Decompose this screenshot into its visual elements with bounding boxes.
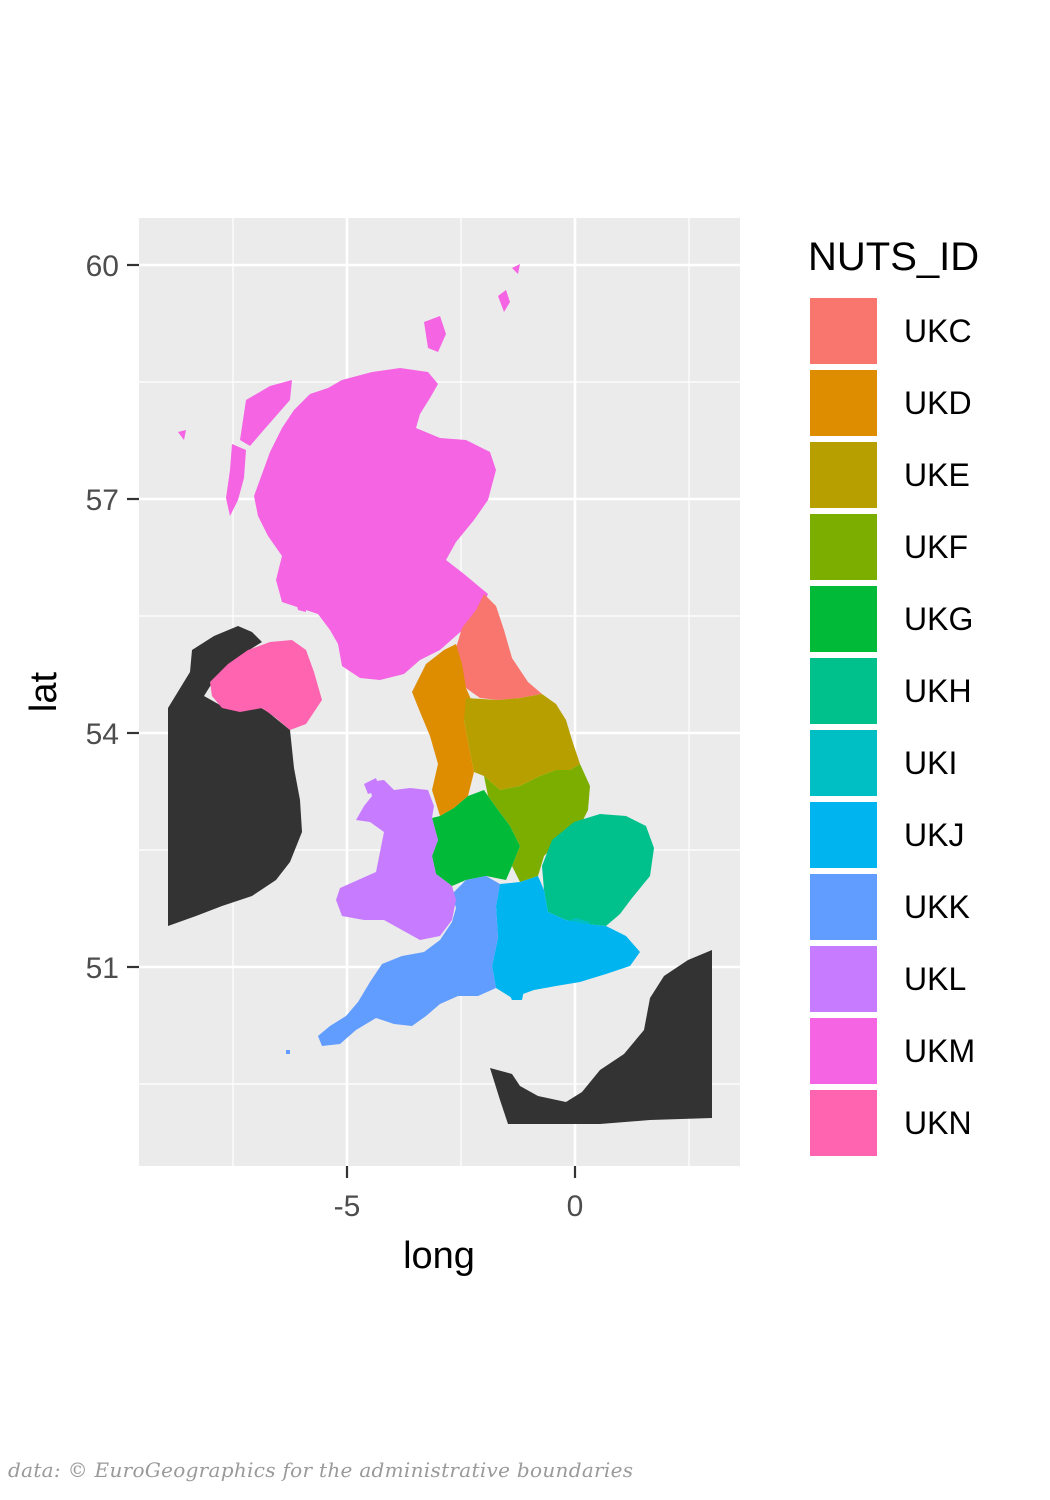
legend-label-UKE: UKE xyxy=(904,457,970,493)
y-tick-label-51: 51 xyxy=(86,952,119,985)
legend-key-UKD xyxy=(810,370,877,436)
legend-label-UKL: UKL xyxy=(904,961,966,997)
legend-key-UKJ xyxy=(810,802,877,868)
legend-label-UKI: UKI xyxy=(904,745,957,781)
legend-key-UKC xyxy=(810,298,877,364)
legend-key-UKN xyxy=(810,1090,877,1156)
region-UKK xyxy=(318,876,500,1046)
legend-label-UKJ: UKJ xyxy=(904,817,964,853)
legend-label-UKG: UKG xyxy=(904,601,973,637)
x-tick-label-0: 0 xyxy=(567,1190,584,1223)
region-UKF xyxy=(484,764,590,882)
legend-label-UKN: UKN xyxy=(904,1105,972,1141)
legend-key-UKI xyxy=(810,730,877,796)
region-UKD xyxy=(412,644,474,816)
x-tick-label-neg5: -5 xyxy=(334,1190,361,1223)
y-tick-label-57: 57 xyxy=(86,484,119,517)
legend-label-UKK: UKK xyxy=(904,889,970,925)
region-ireland xyxy=(168,626,302,926)
legend-label-UKM: UKM xyxy=(904,1033,975,1069)
region-UKH xyxy=(542,814,654,926)
region-UKM-hebrides xyxy=(226,444,246,516)
axis-ticks xyxy=(127,263,577,1178)
x-axis-title: long xyxy=(403,1235,475,1277)
legend-label-UKD: UKD xyxy=(904,385,972,421)
legend: UKC UKD UKE UKF UKG UKH UKI UKJ UKK UKL UKM UKN xyxy=(810,298,975,1156)
y-tick-label-54: 54 xyxy=(86,718,119,751)
legend-key-UKL xyxy=(810,946,877,1012)
region-UKM-skye xyxy=(240,380,292,446)
legend-key-UKH xyxy=(810,658,877,724)
legend-key-UKM xyxy=(810,1018,877,1084)
region-UKM-orkney xyxy=(424,316,446,352)
legend-key-UKG xyxy=(810,586,877,652)
legend-key-UKK xyxy=(810,874,877,940)
region-france xyxy=(490,950,712,1124)
region-UKC xyxy=(456,594,542,700)
data-credit-caption: data: © EuroGeographics for the administ… xyxy=(8,1458,634,1482)
legend-title: NUTS_ID xyxy=(808,235,979,279)
legend-label-UKH: UKH xyxy=(904,673,972,709)
legend-label-UKC: UKC xyxy=(904,313,972,349)
region-UKJ xyxy=(492,876,640,998)
region-UKK-scilly xyxy=(286,1050,290,1054)
y-tick-label-60: 60 xyxy=(86,250,119,283)
region-UKM xyxy=(254,368,496,680)
region-UKN xyxy=(210,640,322,730)
region-UKJ-wight xyxy=(508,990,524,1000)
region-UKM-shetland xyxy=(498,264,520,312)
legend-key-UKF xyxy=(810,514,877,580)
region-UKL-anglesey xyxy=(364,778,380,794)
y-axis-title: lat xyxy=(23,671,65,712)
legend-label-UKF: UKF xyxy=(904,529,968,565)
region-UKE xyxy=(464,694,580,790)
region-UKG xyxy=(432,790,520,886)
region-UKL xyxy=(336,780,456,940)
legend-key-UKE xyxy=(810,442,877,508)
